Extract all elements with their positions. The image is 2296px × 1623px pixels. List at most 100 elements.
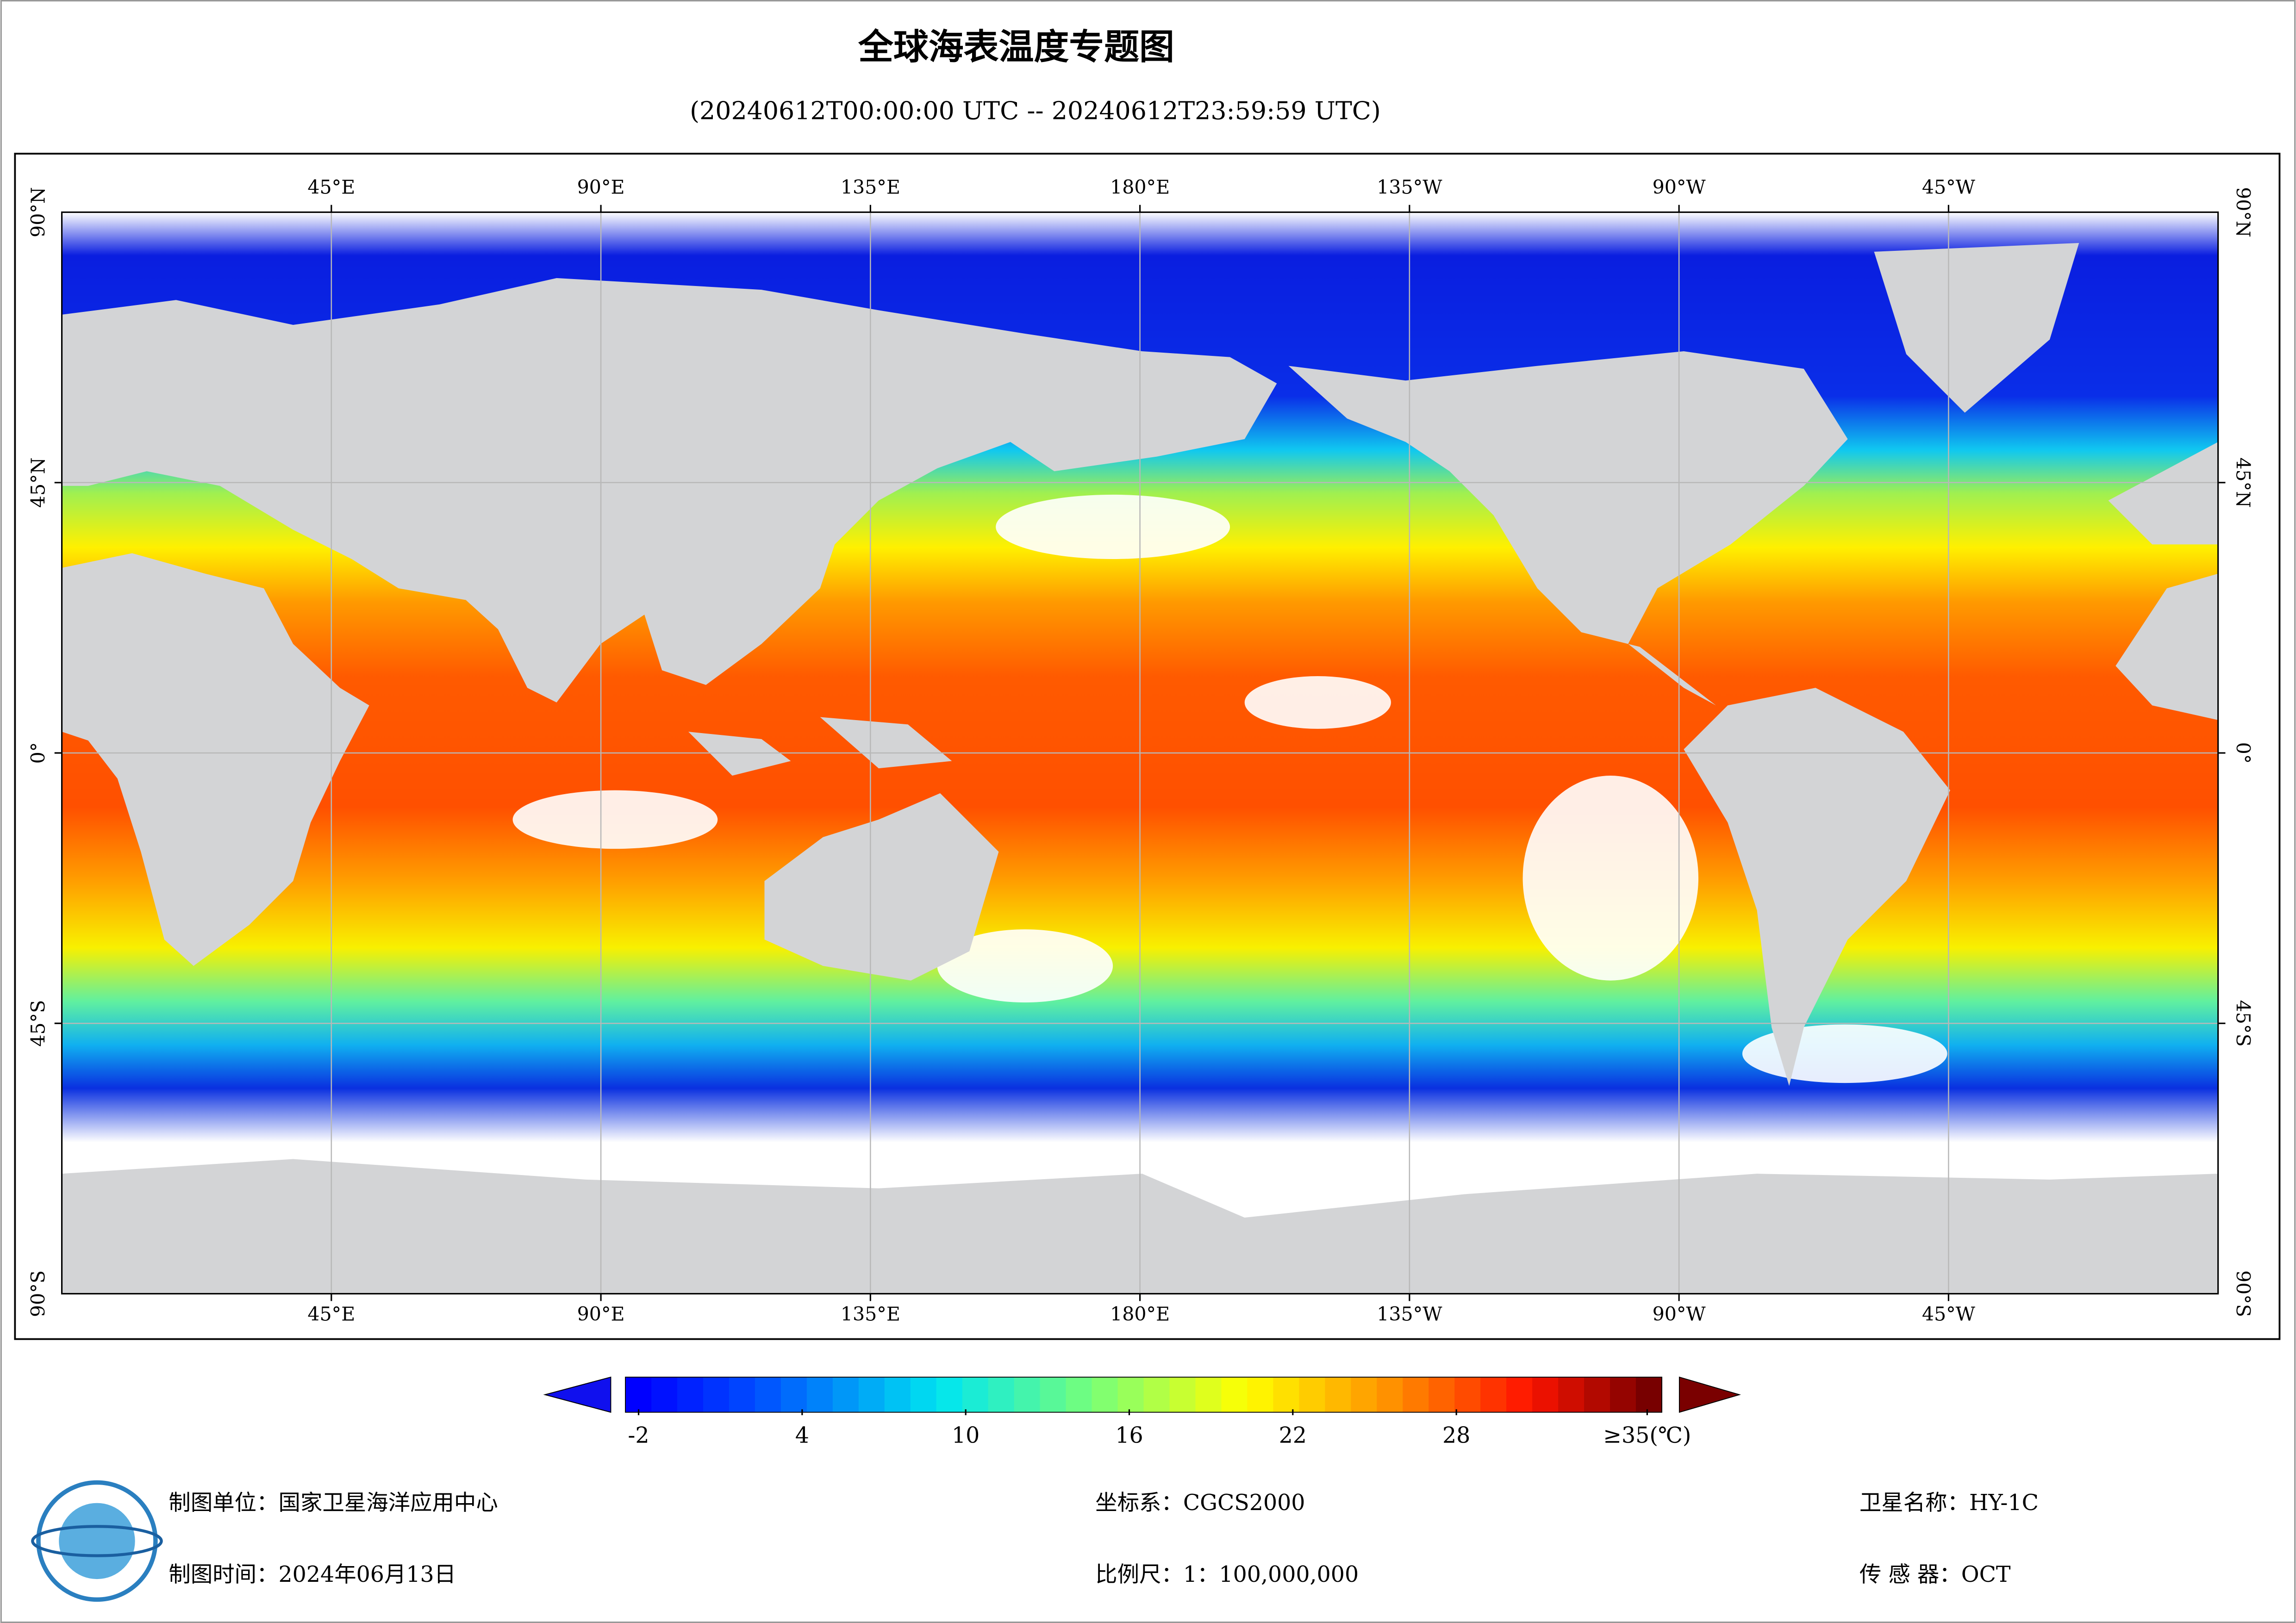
footer-scale: 比例尺：1：100,000,000 — [1095, 1562, 1359, 1587]
colorbar-segment — [962, 1377, 989, 1412]
lon-label-bottom: 45°W — [1922, 1303, 1976, 1325]
colorbar-tick-label: 16 — [1115, 1423, 1143, 1448]
colorbar-segment — [1635, 1377, 1662, 1412]
lon-label-bottom: 135°W — [1377, 1303, 1442, 1325]
land-africa-west — [2108, 442, 2218, 720]
lat-label-right: 90°S — [2232, 1270, 2254, 1317]
colorbar-segment — [1506, 1377, 1533, 1412]
lon-label-bottom: 90°E — [577, 1303, 625, 1325]
lon-label-top: 180°E — [1110, 176, 1170, 198]
land-africa — [62, 553, 369, 966]
colorbar-under-arrow — [543, 1376, 611, 1413]
colorbar-segment — [1066, 1377, 1092, 1412]
colorbar-segment — [1299, 1377, 1326, 1412]
lat-label-right: 0° — [2232, 742, 2254, 764]
colorbar-segment — [1169, 1377, 1196, 1412]
map — [61, 211, 2219, 1295]
footer-satellite: 卫星名称：HY-1C — [1859, 1490, 2039, 1516]
colorbar-tick-label: 22 — [1279, 1423, 1307, 1448]
lon-label-top: 90°E — [577, 176, 625, 198]
land-australia — [764, 793, 999, 981]
colorbar-tick-label: -2 — [628, 1423, 649, 1448]
cloud — [996, 494, 1230, 560]
colorbar-segment — [1273, 1377, 1300, 1412]
colorbar-border — [625, 1376, 1662, 1413]
colorbar-segment — [780, 1377, 807, 1412]
land-greenland — [1874, 243, 2079, 413]
land-eurasia — [62, 278, 1277, 703]
footer-date: 制图时间：2024年06月13日 — [168, 1562, 456, 1587]
lon-label-bottom: 180°E — [1110, 1303, 1170, 1325]
colorbar-segment — [1610, 1377, 1636, 1412]
colorbar-segment — [1092, 1377, 1118, 1412]
logo-orbit — [31, 1525, 163, 1557]
colorbar-segment — [677, 1377, 704, 1412]
colorbar-segment — [1377, 1377, 1404, 1412]
colorbar-segment — [1403, 1377, 1429, 1412]
colorbar-tick-label: 10 — [952, 1423, 980, 1448]
colorbar-segment — [1325, 1377, 1352, 1412]
colorbar-segment — [910, 1377, 937, 1412]
title: 全球海表温度专题图 — [858, 26, 1174, 68]
colorbar-over-arrow — [1678, 1376, 1741, 1413]
cloud — [1244, 676, 1391, 729]
colorbar-tick-label: 4 — [795, 1423, 809, 1448]
colorbar-segment — [1429, 1377, 1455, 1412]
colorbar-segment — [1558, 1377, 1585, 1412]
lat-label-left: 90°S — [27, 1270, 50, 1317]
lon-label-bottom: 135°E — [841, 1303, 900, 1325]
colorbar-segment — [729, 1377, 755, 1412]
lat-label-right: 45°N — [2232, 457, 2254, 508]
land-south-america — [1684, 688, 1950, 1086]
map-frame — [14, 153, 2281, 1340]
lat-label-left: 45°N — [27, 457, 50, 508]
subtitle: (20240612T00:00:00 UTC -- 20240612T23:59… — [690, 96, 1381, 125]
land-indonesia — [688, 717, 952, 776]
colorbar-segment — [1117, 1377, 1144, 1412]
colorbar-tick-label: 28 — [1442, 1423, 1470, 1448]
lon-label-bottom: 90°W — [1653, 1303, 1706, 1325]
colorbar-segment — [1532, 1377, 1559, 1412]
cloud — [1522, 776, 1699, 981]
colorbar-segment — [1480, 1377, 1507, 1412]
colorbar-segment — [884, 1377, 911, 1412]
cloud — [937, 929, 1113, 1003]
cloud — [512, 790, 718, 849]
colorbar-segment — [1584, 1377, 1610, 1412]
lat-label-right: 90°N — [2232, 187, 2254, 237]
lon-label-top: 45°E — [307, 176, 355, 198]
colorbar: -2 4 10 16 22 28 ≥35(℃) — [543, 1376, 1741, 1448]
colorbar-segment — [1143, 1377, 1170, 1412]
footer-sensor: 传 感 器：OCT — [1859, 1562, 2011, 1587]
colorbar-segment — [988, 1377, 1015, 1412]
colorbar-segment — [1014, 1377, 1041, 1412]
colorbar-segment — [1351, 1377, 1378, 1412]
colorbar-segment — [858, 1377, 885, 1412]
logo-globe — [59, 1503, 135, 1579]
colorbar-segment — [806, 1377, 833, 1412]
lon-label-top: 90°W — [1653, 176, 1706, 198]
colorbar-segment — [651, 1377, 678, 1412]
footer-crs: 坐标系：CGCS2000 — [1095, 1490, 1305, 1516]
colorbar-segment — [832, 1377, 859, 1412]
colorbar-segment — [1040, 1377, 1067, 1412]
lon-label-bottom: 45°E — [307, 1303, 355, 1325]
colorbar-segment — [1247, 1377, 1274, 1412]
lat-label-left: 45°S — [27, 1000, 50, 1047]
lat-label-left: 90°N — [27, 187, 50, 237]
colorbar-segment — [1195, 1377, 1222, 1412]
lon-label-top: 45°W — [1922, 176, 1976, 198]
colorbar-segment — [1221, 1377, 1248, 1412]
colorbar-segment — [1454, 1377, 1481, 1412]
colorbar-segment — [625, 1377, 652, 1412]
footer-producer: 制图单位：国家卫星海洋应用中心 — [168, 1490, 498, 1516]
colorbar-tick-label: ≥35(℃) — [1603, 1423, 1691, 1448]
cloud — [1742, 1024, 1947, 1083]
colorbar-segment — [936, 1377, 963, 1412]
lat-label-right: 45°S — [2232, 1000, 2254, 1047]
colorbar-segment — [703, 1377, 730, 1412]
lon-label-top: 135°E — [841, 176, 900, 198]
